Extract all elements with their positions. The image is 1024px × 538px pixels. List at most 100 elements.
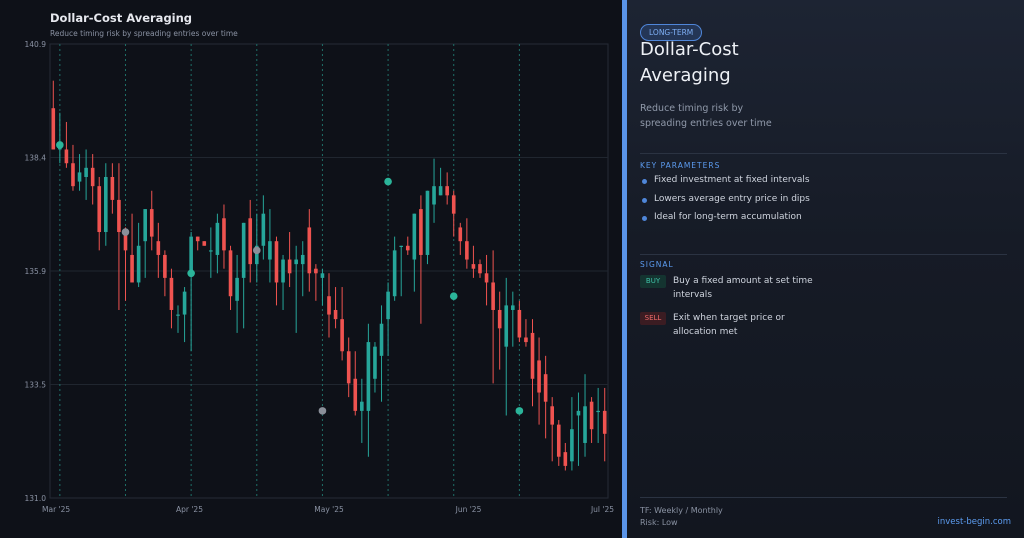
- timeframe-label: TF: Weekly / Monthly: [640, 506, 723, 515]
- candle-down: [465, 241, 469, 260]
- candle-down: [97, 186, 102, 233]
- candle-up: [438, 186, 443, 196]
- candle-up: [432, 186, 436, 205]
- candle-up: [241, 222, 246, 278]
- candle-down: [314, 268, 318, 274]
- candle-down: [405, 245, 410, 251]
- candle-down: [274, 241, 279, 283]
- risk-label: Risk: Low: [640, 518, 678, 527]
- candle-down: [458, 227, 463, 242]
- candle-up: [235, 277, 239, 301]
- candle-up: [261, 213, 266, 246]
- candle-down: [445, 186, 449, 196]
- x-tick-label: Jul '25: [590, 505, 614, 514]
- candle-down: [550, 406, 555, 425]
- candle-up: [399, 245, 404, 247]
- candle-down: [556, 424, 561, 457]
- candle-up: [504, 305, 509, 347]
- x-tick-label: May '25: [314, 505, 344, 514]
- strategy-tag: LONG-TERM: [640, 24, 703, 41]
- candle-up: [412, 213, 417, 260]
- candle-down: [491, 282, 495, 310]
- brand-link[interactable]: invest-begin.com: [937, 517, 1011, 527]
- candle-down: [530, 332, 535, 379]
- candle-down: [163, 254, 167, 278]
- x-tick-label: Apr '25: [176, 505, 203, 514]
- candle-up: [425, 190, 430, 255]
- dca-entry-marker: [121, 228, 130, 236]
- candle-down: [51, 108, 56, 150]
- candle-up: [176, 314, 180, 316]
- y-tick-label: 133.5: [25, 381, 47, 390]
- candle-down: [123, 232, 128, 251]
- candle-down: [248, 218, 253, 265]
- candle-up: [366, 342, 371, 411]
- candle-down: [346, 351, 351, 384]
- candle-up: [596, 410, 600, 413]
- strategy-description: Reduce timing risk by spreading entries …: [640, 103, 772, 129]
- signal-heading: SIGNAL: [640, 260, 674, 269]
- candle-down: [537, 360, 541, 393]
- candle-down: [130, 254, 134, 283]
- candle-up: [511, 305, 515, 310]
- candle-up: [189, 236, 193, 274]
- divider: [640, 497, 1007, 498]
- candle-up: [360, 401, 364, 411]
- candle-down: [497, 309, 502, 329]
- info-panel: LONG-TERM Dollar-Cost Averaging Reduce t…: [627, 0, 1024, 538]
- bullet-icon: [642, 216, 647, 221]
- buy-badge: BUY: [640, 275, 666, 288]
- candle-down: [340, 319, 344, 352]
- sell-badge: SELL: [640, 312, 666, 325]
- candle-up: [576, 410, 581, 416]
- candlestick-chart[interactable]: 140.9 138.4 135.9 133.5 131.0 Mar '25 Apr '25 M…: [0, 0, 622, 538]
- dca-entry-marker: [449, 292, 458, 301]
- candle-up: [392, 250, 397, 297]
- y-tick-label: 131.0: [25, 494, 47, 503]
- candle-down: [64, 149, 69, 164]
- buy-signal-text: Buy a fixed amount at set time intervals: [673, 276, 813, 300]
- candle-up: [209, 250, 213, 252]
- dca-entry-marker: [515, 407, 524, 415]
- dca-entry-marker: [318, 407, 327, 415]
- candle-down: [71, 163, 75, 187]
- y-tick-label: 138.4: [25, 154, 47, 163]
- candle-down: [149, 209, 154, 237]
- candle-down: [117, 199, 121, 233]
- candle-down: [195, 236, 200, 242]
- candle-up: [570, 429, 574, 462]
- candle-up: [77, 172, 82, 182]
- candle-up: [281, 259, 285, 283]
- y-tick-label: 135.9: [25, 267, 47, 276]
- candle-down: [307, 227, 312, 274]
- candle-down: [327, 296, 331, 315]
- candle-down: [353, 378, 358, 411]
- divider: [640, 153, 1007, 154]
- candle-up: [84, 167, 88, 177]
- candle-up: [143, 209, 147, 242]
- panel-divider: [622, 0, 627, 538]
- strategy-title: Dollar-Cost Averaging: [640, 39, 739, 86]
- key-parameters-heading: KEY PARAMETERS: [640, 161, 721, 170]
- candle-down: [169, 277, 174, 310]
- candle-up: [254, 245, 259, 265]
- candle-up: [268, 241, 272, 260]
- candle-down: [524, 337, 528, 343]
- chart-panel: Dollar-Cost Averaging Reduce timing risk…: [0, 0, 622, 538]
- candle-up: [103, 176, 108, 233]
- candle-up: [320, 273, 325, 278]
- x-tick-label: Mar '25: [42, 505, 70, 514]
- candle-down: [563, 452, 568, 466]
- bullet-icon: [642, 198, 647, 203]
- divider: [640, 254, 1007, 255]
- chart-subtitle: Reduce timing risk by spreading entries …: [50, 29, 238, 38]
- candle-down: [156, 241, 161, 255]
- candle-down: [333, 309, 338, 320]
- candle-down: [222, 218, 226, 251]
- candle-up: [386, 291, 390, 320]
- candle-down: [589, 401, 594, 430]
- candle-down: [517, 309, 522, 338]
- dca-entry-marker: [187, 269, 195, 278]
- candle-up: [379, 323, 384, 356]
- candle-up: [294, 259, 298, 265]
